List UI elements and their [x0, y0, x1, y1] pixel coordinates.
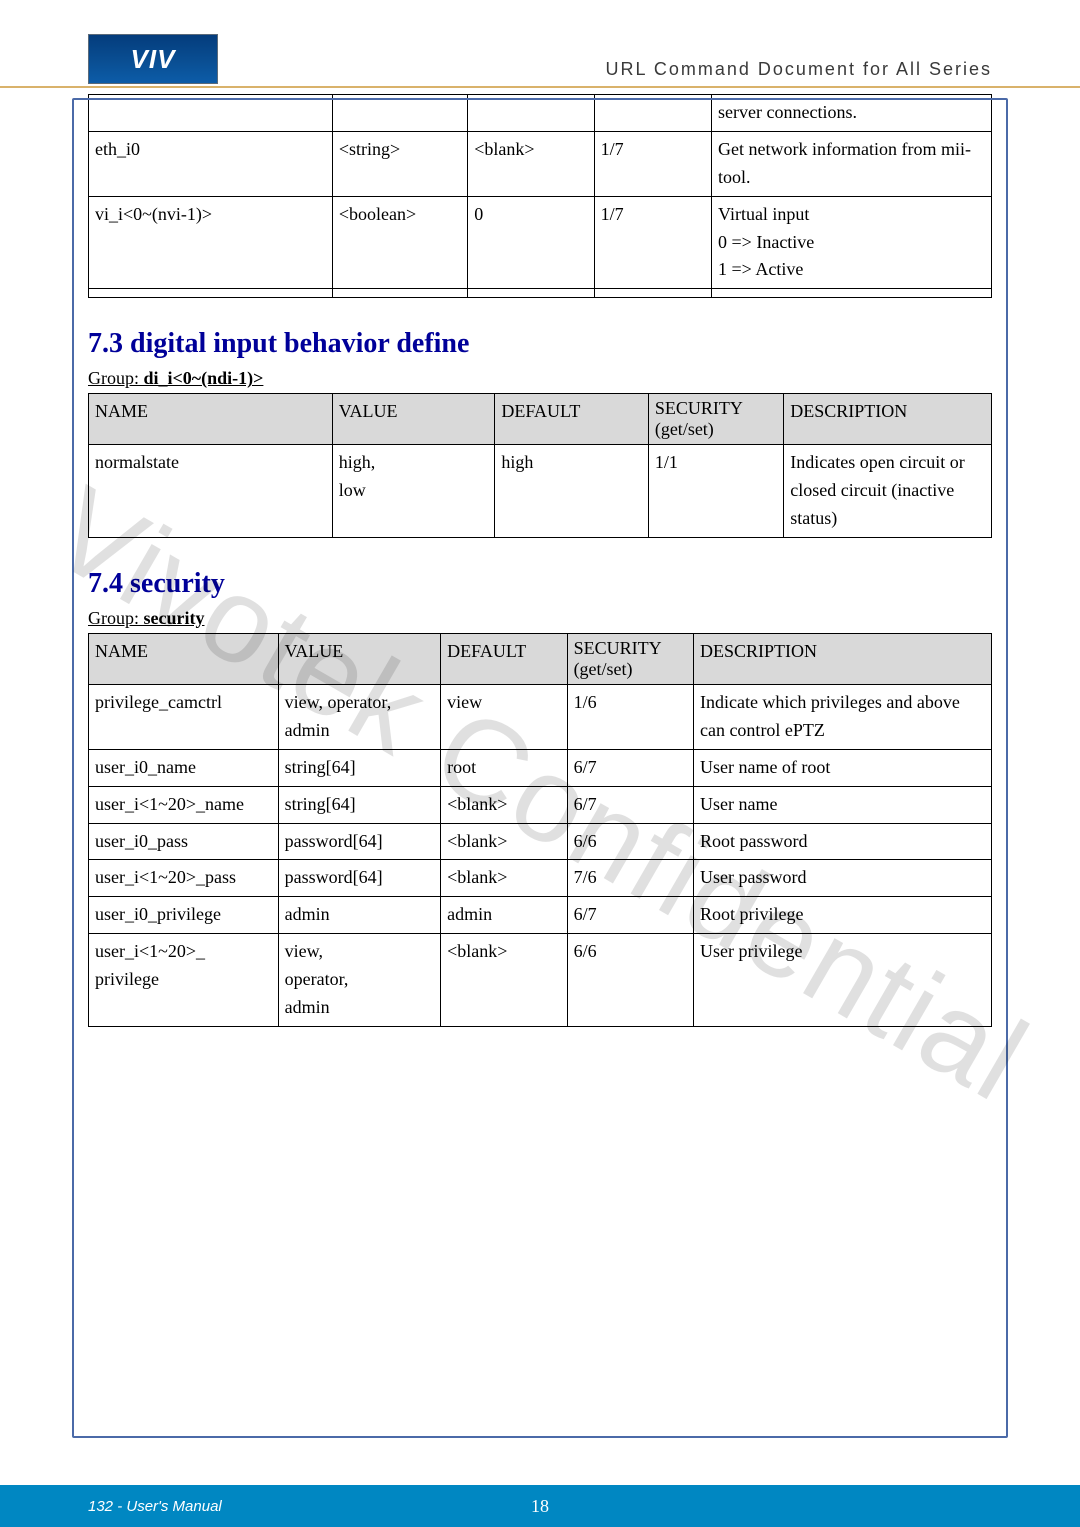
doc-title: URL Command Document for All Series — [606, 59, 992, 86]
footer-page-number: 18 — [531, 1496, 549, 1517]
logo-text: VIV — [131, 44, 176, 75]
footer-bar: 132 - User's Manual 18 — [0, 1485, 1080, 1527]
logo: VIV — [88, 34, 218, 84]
footer-left: 132 - User's Manual — [88, 1498, 222, 1515]
header-bar: VIV URL Command Document for All Series — [0, 0, 1080, 88]
page: VIV URL Command Document for All Series … — [0, 0, 1080, 1527]
page-frame — [72, 98, 1008, 1438]
